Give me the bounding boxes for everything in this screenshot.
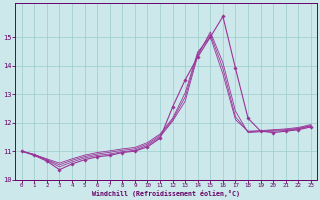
X-axis label: Windchill (Refroidissement éolien,°C): Windchill (Refroidissement éolien,°C)	[92, 190, 240, 197]
